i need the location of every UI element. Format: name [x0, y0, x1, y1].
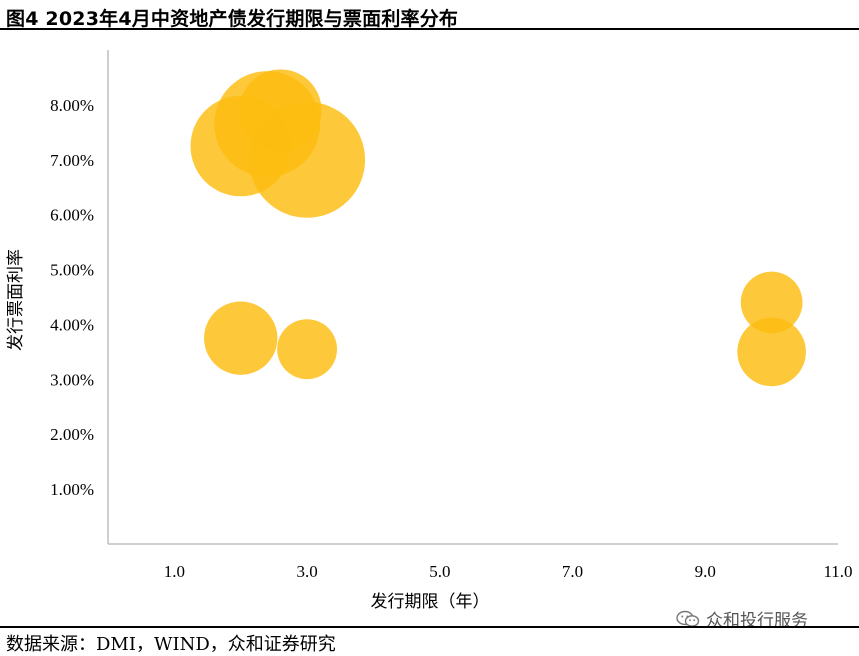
y-tick-labels: 1.00% 2.00% 3.00% 4.00% 5.00% 6.00% 7.00% 8.00%	[50, 96, 94, 499]
x-tick-labels: 1.0 3.0 5.0 7.0 9.0 11.0	[164, 562, 853, 581]
y-tick-label: 8.00%	[50, 96, 94, 115]
x-tick-label: 5.0	[429, 562, 450, 581]
x-tick-label: 7.0	[562, 562, 583, 581]
data-source: 数据来源：DMI，WIND，众和证券研究	[6, 634, 336, 655]
wechat-icon	[676, 610, 700, 627]
bubble-point	[737, 317, 806, 387]
x-tick-label: 11.0	[823, 562, 852, 581]
x-tick-label: 9.0	[695, 562, 716, 581]
bubble-chart: 1.00% 2.00% 3.00% 4.00% 5.00% 6.00% 7.00% 8.00%…	[6, 50, 853, 612]
bubble-point	[740, 271, 803, 334]
y-tick-label: 3.00%	[50, 370, 94, 389]
y-axis-label: 发行票面利率	[6, 249, 26, 351]
x-tick-label: 1.0	[164, 562, 185, 581]
bubble-point	[239, 69, 322, 152]
bubble-point	[204, 301, 278, 375]
source-divider	[0, 626, 859, 628]
bubble-point	[277, 319, 338, 380]
y-tick-label: 5.00%	[50, 261, 94, 280]
y-tick-label: 4.00%	[50, 315, 94, 334]
y-tick-label: 7.00%	[50, 151, 94, 170]
chart-title: 图4 2023年4月中资地产债发行期限与票面利率分布	[6, 8, 459, 30]
y-tick-label: 2.00%	[50, 425, 94, 444]
y-tick-label: 6.00%	[50, 206, 94, 225]
bubble-layer	[190, 69, 806, 387]
x-tick-label: 3.0	[296, 562, 317, 581]
x-axis-label: 发行期限（年）	[371, 592, 490, 612]
y-tick-label: 1.00%	[50, 480, 94, 499]
title-divider	[0, 28, 859, 30]
